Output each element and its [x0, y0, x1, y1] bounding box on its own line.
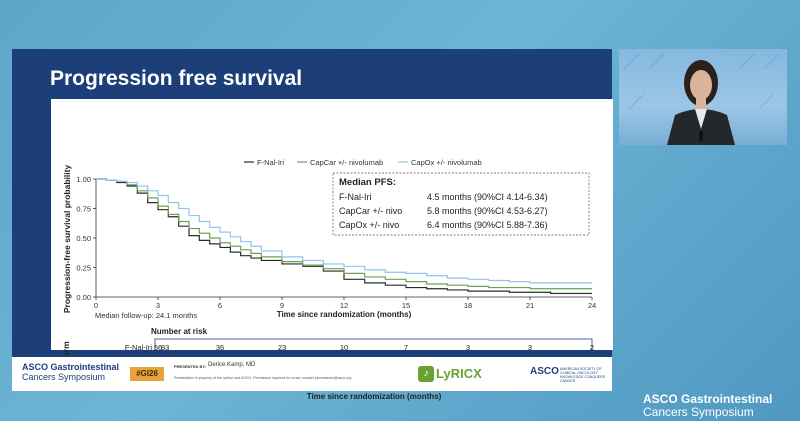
follow-up-note: Median follow-up: 24.1 months — [95, 311, 197, 320]
risk-cell: 7 — [404, 343, 408, 352]
lyricx-logo-icon: ♪ — [418, 366, 434, 382]
risk-table-title: Number at risk — [151, 327, 208, 336]
km-series-line — [96, 178, 592, 284]
presenter-name: Derice Kamp, MD — [208, 362, 256, 368]
presentation-slide: Progression free survival 0.00 0.25 0.50 0.… — [12, 49, 613, 401]
presented-by-label: PRESENTED BY: — [174, 364, 207, 369]
risk-row-arm: F-Nal-Iri — [125, 343, 152, 352]
y-tick-label: 0.50 — [76, 234, 91, 243]
km-series-line — [96, 178, 592, 295]
legend-item: F-Nal-Iri — [257, 158, 284, 167]
median-value: 4.5 months (90%CI 4.14-6.34) — [427, 192, 548, 202]
legend-item: CapCar +/- nivolumab — [310, 158, 383, 167]
km-chart: 0.00 0.25 0.50 0.75 1.00 0 3 6 9 12 15 18 21 24 Prog… — [62, 158, 596, 336]
y-axis-label: Progression-free survival probability — [62, 165, 72, 314]
risk-cell: 23 — [278, 343, 286, 352]
lyricx-logo: LyRICX — [436, 366, 482, 381]
risk-x-label: Time since randomization (months) — [307, 392, 442, 401]
x-tick-label: 24 — [588, 301, 596, 310]
median-arm: CapOx +/- nivo — [339, 220, 399, 230]
x-tick-label: 12 — [340, 301, 348, 310]
x-tick-label: 3 — [156, 301, 160, 310]
y-tick-label: 0.25 — [76, 264, 91, 273]
median-box-title: Median PFS: — [339, 177, 396, 188]
x-tick-label: 0 — [94, 301, 98, 310]
risk-cell: 83 — [161, 343, 169, 352]
risk-cell: 36 — [216, 343, 224, 352]
legend-item: CapOx +/- nivolumab — [411, 158, 482, 167]
y-tick-label: 0.00 — [76, 293, 91, 302]
median-arm: CapCar +/- nivo — [339, 206, 402, 216]
presentation-note: Presentation is property of the author a… — [174, 376, 352, 380]
x-tick-label: 6 — [218, 301, 222, 310]
risk-cell: 56 — [154, 343, 162, 352]
risk-cell: 2 — [590, 343, 594, 352]
asco-gi-line1: ASCO Gastrointestinal — [22, 362, 120, 372]
x-tick-label: 21 — [526, 301, 534, 310]
asco-gi-line2: Cancers Symposium — [22, 372, 106, 382]
risk-cell: 3 — [528, 343, 532, 352]
brand-line1: ASCO Gastrointestinal — [643, 392, 773, 406]
slide-title: Progression free survival — [50, 67, 303, 90]
brand-line2: Cancers Symposium — [643, 405, 754, 419]
median-pfs-box: Median PFS: F-Nal-Iri 4.5 months (90%CI … — [332, 172, 590, 236]
speaker-video — [619, 49, 787, 145]
risk-cell: 3 — [466, 343, 470, 352]
x-tick-label: 15 — [402, 301, 410, 310]
y-tick-label: 0.75 — [76, 205, 91, 214]
risk-cell: 10 — [340, 343, 348, 352]
median-value: 6.4 months (90%CI 5.88-7.36) — [427, 220, 548, 230]
asco-logo: ASCO — [530, 366, 559, 377]
asco-gi-brand-overlay: ASCO Gastrointestinal Cancers Symposium — [643, 393, 772, 419]
x-axis-label: Time since randomization (months) — [277, 310, 412, 319]
median-value: 5.8 months (90%CI 4.53-6.27) — [427, 206, 548, 216]
asco-logo-subtitle: AMERICAN SOCIETY OF CLINICAL ONCOLOGY KN… — [560, 367, 606, 383]
median-arm: F-Nal-Iri — [339, 192, 372, 202]
y-tick-label: 1.00 — [76, 175, 91, 184]
hashtag-badge: #GI26 — [130, 367, 164, 381]
legend: F-Nal-Iri CapCar +/- nivolumab CapOx +/-… — [244, 158, 482, 167]
asco-gi-wordmark: ASCO Gastrointestinal Cancers Symposium — [22, 362, 119, 382]
x-tick-label: 18 — [464, 301, 472, 310]
speaker-figure — [623, 53, 780, 145]
km-series-line — [96, 178, 592, 290]
chart-panel: 0.00 0.25 0.50 0.75 1.00 0 3 6 9 12 15 18 21 24 Prog… — [51, 99, 613, 401]
slide-footer: ASCO Gastrointestinal Cancers Symposium … — [12, 355, 612, 391]
x-tick-label: 9 — [280, 301, 284, 310]
